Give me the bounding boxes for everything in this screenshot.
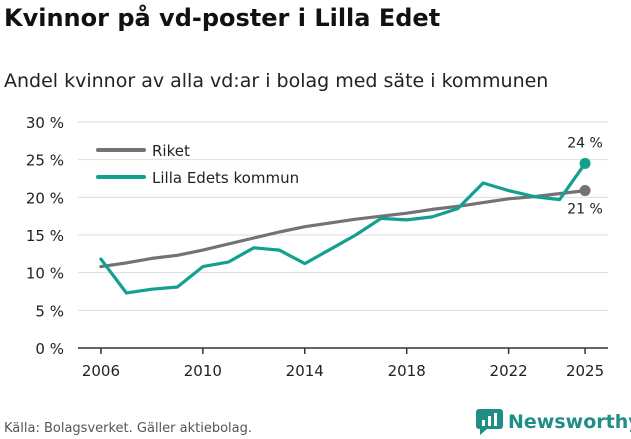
x-tick-label: 2022 (490, 362, 528, 380)
y-tick-label: 30 % (26, 114, 64, 132)
chart-subtitle: Andel kvinnor av alla vd:ar i bolag med … (4, 70, 549, 92)
brand-name: Newsworthy (508, 411, 631, 433)
y-tick-label: 20 % (26, 189, 64, 207)
end-points: 21 % 24 % (567, 135, 603, 217)
series-lines (99, 161, 587, 295)
end-point-riket (579, 185, 591, 197)
x-tick-label: 2006 (82, 362, 120, 380)
series-line-lilla-edet (99, 161, 587, 295)
y-axis-tick-labels: 0 % 5 % 10 % 15 % 20 % 25 % 30 % (26, 114, 64, 358)
y-tick-label: 0 % (35, 340, 64, 358)
end-label-lilla-edet: 24 % (567, 135, 603, 151)
legend-label-lilla-edet: Lilla Edets kommun (152, 169, 299, 187)
y-tick-label: 5 % (35, 302, 64, 320)
end-point-lilla-edet (579, 157, 591, 169)
x-tick-label: 2018 (388, 362, 426, 380)
x-tick-label: 2025 (566, 362, 604, 380)
x-axis: 2006 2010 2014 2018 2022 2025 (78, 347, 608, 380)
line-chart: 0 %5 %10 %15 %20 %25 %30 % 2006 2010 2014 2… (26, 114, 608, 380)
x-tick-label: 2010 (184, 362, 222, 380)
y-tick-label: 10 % (26, 265, 64, 283)
series-line-riket (99, 189, 587, 269)
chart-title: Kvinnor på vd-poster i Lilla Edet (4, 4, 441, 32)
newsworthy-logo-icon (476, 409, 503, 435)
y-tick-label: 15 % (26, 227, 64, 245)
end-label-riket: 21 % (567, 202, 603, 218)
x-tick-label: 2014 (286, 362, 324, 380)
source-note: Källa: Bolagsverket. Gäller aktiebolag. (4, 421, 253, 436)
brand-logo: Newsworthy (476, 409, 631, 435)
y-tick-label: 25 % (26, 152, 64, 170)
legend: Riket Lilla Edets kommun (96, 142, 299, 187)
legend-label-riket: Riket (152, 142, 190, 160)
